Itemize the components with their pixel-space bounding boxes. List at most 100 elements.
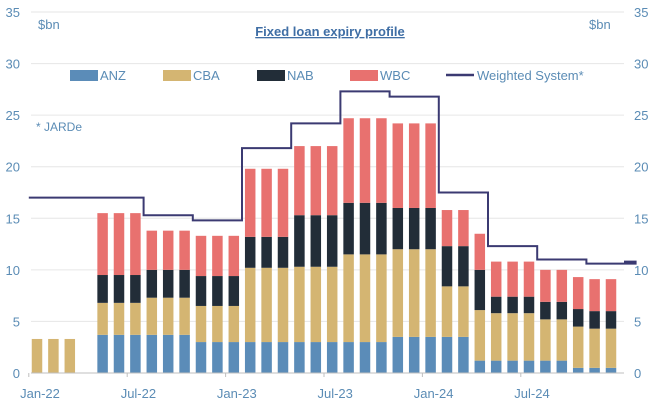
bar-segment-wbc: [572, 277, 584, 310]
bar-segment-nab: [589, 311, 600, 329]
bar-segment-anz: [113, 334, 125, 373]
bar-segment-nab: [425, 207, 436, 250]
bar-segment-cba: [343, 254, 354, 343]
bar-segment-wbc: [343, 118, 354, 203]
bar-segment-cba: [605, 328, 617, 368]
bar-segment-wbc: [376, 118, 387, 203]
bar-segment-anz: [441, 336, 453, 373]
bar-segment-cba: [441, 286, 453, 337]
bar-segment-cba: [458, 286, 469, 337]
legend-swatch-cba: [163, 70, 191, 81]
bar-segment-wbc: [162, 230, 174, 270]
bar-segment-anz: [343, 342, 354, 373]
bar-segment-anz: [277, 342, 289, 373]
bar-segment-cba: [162, 297, 174, 335]
y-tick-label-left: 5: [13, 314, 20, 329]
bar-segment-anz: [130, 334, 141, 373]
bar-segment-wbc: [605, 279, 617, 312]
bar-segment-anz: [228, 342, 240, 373]
bar-segment-anz: [376, 342, 387, 373]
footnote-jarde: * JARDe: [36, 120, 82, 134]
bar-segment-wbc: [294, 146, 305, 216]
bar-segment-cba: [113, 302, 125, 335]
y-tick-label-left: 0: [13, 366, 20, 381]
y-unit-right: $bn: [589, 17, 611, 32]
bar-segment-nab: [343, 202, 354, 255]
bar-segment-anz: [179, 334, 190, 373]
bar-segment-anz: [392, 336, 404, 373]
y-tick-label-right: 5: [634, 314, 641, 329]
bar-segment-nab: [507, 296, 518, 314]
bar-segment-cba: [195, 305, 207, 343]
bar-segment-nab: [162, 269, 174, 298]
bar-segment-nab: [605, 311, 617, 329]
bar-segment-cba: [31, 338, 43, 373]
bar-segment-cba: [376, 254, 387, 343]
bar-segment-wbc: [408, 123, 420, 208]
bar-segment-wbc: [244, 168, 256, 237]
bar-segment-cba: [359, 254, 371, 343]
legend-label-wbc: WBC: [380, 68, 410, 83]
bar-segment-cba: [261, 267, 272, 343]
legend-label-cba: CBA: [193, 68, 220, 83]
bar-segment-anz: [195, 342, 207, 373]
bar-segment-wbc: [195, 235, 207, 277]
bar-segment-wbc: [261, 168, 272, 237]
bar-segment-cba: [97, 302, 108, 335]
y-tick-label-right: 10: [634, 263, 648, 278]
bar-segment-cba: [179, 297, 190, 335]
bar-segment-wbc: [97, 213, 108, 276]
y-tick-label-left: 30: [6, 57, 20, 72]
weighted-system-step-line: [28, 90, 637, 265]
bar-segment-anz: [523, 360, 535, 373]
bar-segment-wbc: [146, 230, 158, 270]
chart-title: Fixed loan expiry profile: [255, 24, 405, 39]
bar-segment-cba: [490, 313, 502, 361]
y-tick-label-right: 20: [634, 160, 648, 175]
bar-segment-anz: [507, 360, 518, 373]
bar-segment-cba: [212, 305, 223, 343]
x-tick-label: Jul-22: [121, 386, 156, 401]
bar-segment-cba: [523, 313, 535, 361]
bar-segment-nab: [359, 202, 371, 255]
x-tick-label: Jul-23: [317, 386, 352, 401]
y-unit-left: $bn: [38, 17, 60, 32]
y-tick-label-left: 25: [6, 108, 20, 123]
bar-segment-wbc: [474, 233, 486, 270]
bar-segment-anz: [572, 367, 584, 373]
bar-segment-nab: [326, 215, 338, 267]
bar-segment-anz: [408, 336, 420, 373]
bar-segment-cba: [64, 338, 76, 373]
bar-segment-cba: [146, 297, 158, 335]
bar-segment-wbc: [556, 269, 568, 302]
y-tick-label-right: 15: [634, 211, 648, 226]
bar-segment-nab: [392, 207, 404, 250]
bar-segment-nab: [441, 246, 453, 287]
bar-segment-cba: [572, 326, 584, 368]
bar-segment-anz: [294, 342, 305, 373]
legend-swatch-anz: [70, 70, 98, 81]
bar-segment-anz: [212, 342, 223, 373]
bar-segment-cba: [130, 302, 141, 335]
bar-segment-wbc: [441, 210, 453, 247]
bar-segment-nab: [294, 215, 305, 267]
bar-segment-anz: [359, 342, 371, 373]
bar-segment-wbc: [212, 235, 223, 277]
bar-segment-nab: [97, 275, 108, 303]
bar-segment-wbc: [523, 261, 535, 297]
bar-segment-cba: [228, 305, 240, 343]
bar-segment-wbc: [458, 210, 469, 247]
bar-segment-anz: [605, 367, 617, 373]
bars: [31, 118, 617, 373]
bar-segment-cba: [507, 313, 518, 361]
bar-segment-nab: [458, 246, 469, 287]
bar-segment-nab: [490, 296, 502, 314]
bar-segment-nab: [572, 309, 584, 327]
bar-segment-cba: [244, 267, 256, 343]
bar-segment-wbc: [425, 123, 436, 208]
x-tick-label: Jan-24: [414, 386, 454, 401]
bar-segment-cba: [589, 328, 600, 368]
legend: ANZ CBA NAB WBC Weighted System*: [70, 68, 584, 83]
bar-segment-wbc: [359, 118, 371, 203]
